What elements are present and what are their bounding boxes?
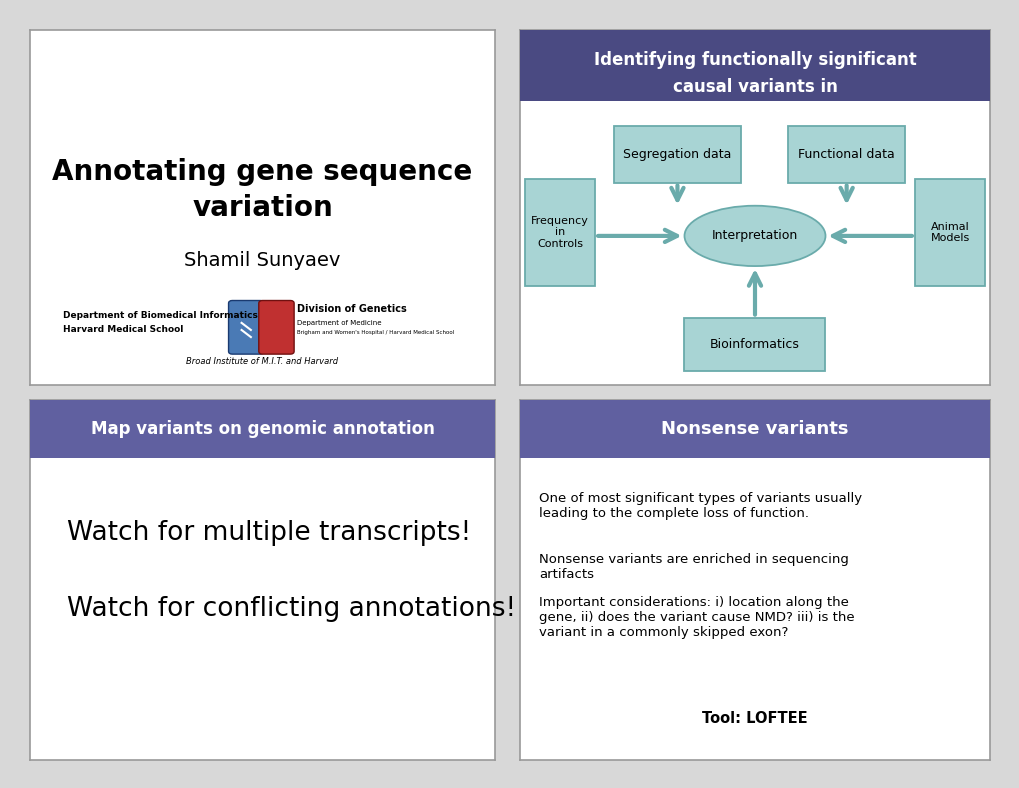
Text: variation: variation [192,194,332,221]
FancyBboxPatch shape [520,400,989,458]
Text: Identifying functionally significant: Identifying functionally significant [593,51,915,69]
FancyBboxPatch shape [787,126,905,183]
Text: Harvard Medical School: Harvard Medical School [62,325,182,334]
FancyBboxPatch shape [30,400,494,458]
Text: Frequency
in
Controls: Frequency in Controls [531,216,588,249]
Text: Broad Institute of M.I.T. and Harvard: Broad Institute of M.I.T. and Harvard [186,358,338,366]
Text: One of most significant types of variants usually
leading to the complete loss o: One of most significant types of variant… [538,492,861,520]
Text: Interpretation: Interpretation [711,229,797,243]
FancyBboxPatch shape [914,179,984,285]
FancyBboxPatch shape [613,126,740,183]
Text: Functional data: Functional data [798,148,894,161]
FancyBboxPatch shape [520,30,989,101]
Ellipse shape [684,206,824,266]
FancyBboxPatch shape [259,300,293,354]
FancyBboxPatch shape [228,300,264,354]
Text: Watch for multiple transcripts!: Watch for multiple transcripts! [67,520,471,546]
Text: Important considerations: i) location along the
gene, ii) does the variant cause: Important considerations: i) location al… [538,597,854,639]
Text: Animal
Models: Animal Models [929,221,969,243]
Text: Division of Genetics: Division of Genetics [298,303,407,314]
Text: Watch for conflicting annotations!: Watch for conflicting annotations! [67,596,516,622]
Text: Tool: LOFTEE: Tool: LOFTEE [701,711,807,726]
Text: Annotating gene sequence: Annotating gene sequence [52,158,472,186]
FancyBboxPatch shape [524,179,595,285]
Text: Department of Biomedical Informatics: Department of Biomedical Informatics [62,311,257,320]
FancyBboxPatch shape [684,318,824,371]
Text: Nonsense variants are enriched in sequencing
artifacts: Nonsense variants are enriched in sequen… [538,553,848,581]
Text: Nonsense variants: Nonsense variants [660,420,848,438]
Text: causal variants in: causal variants in [672,78,837,96]
Text: Brigham and Women's Hospital / Harvard Medical School: Brigham and Women's Hospital / Harvard M… [298,330,454,335]
Text: Shamil Sunyaev: Shamil Sunyaev [184,251,340,270]
Text: Segregation data: Segregation data [623,148,731,161]
Text: Map variants on genomic annotation: Map variants on genomic annotation [91,420,434,438]
Text: Department of Medicine: Department of Medicine [298,320,381,326]
Text: Bioinformatics: Bioinformatics [709,338,799,351]
